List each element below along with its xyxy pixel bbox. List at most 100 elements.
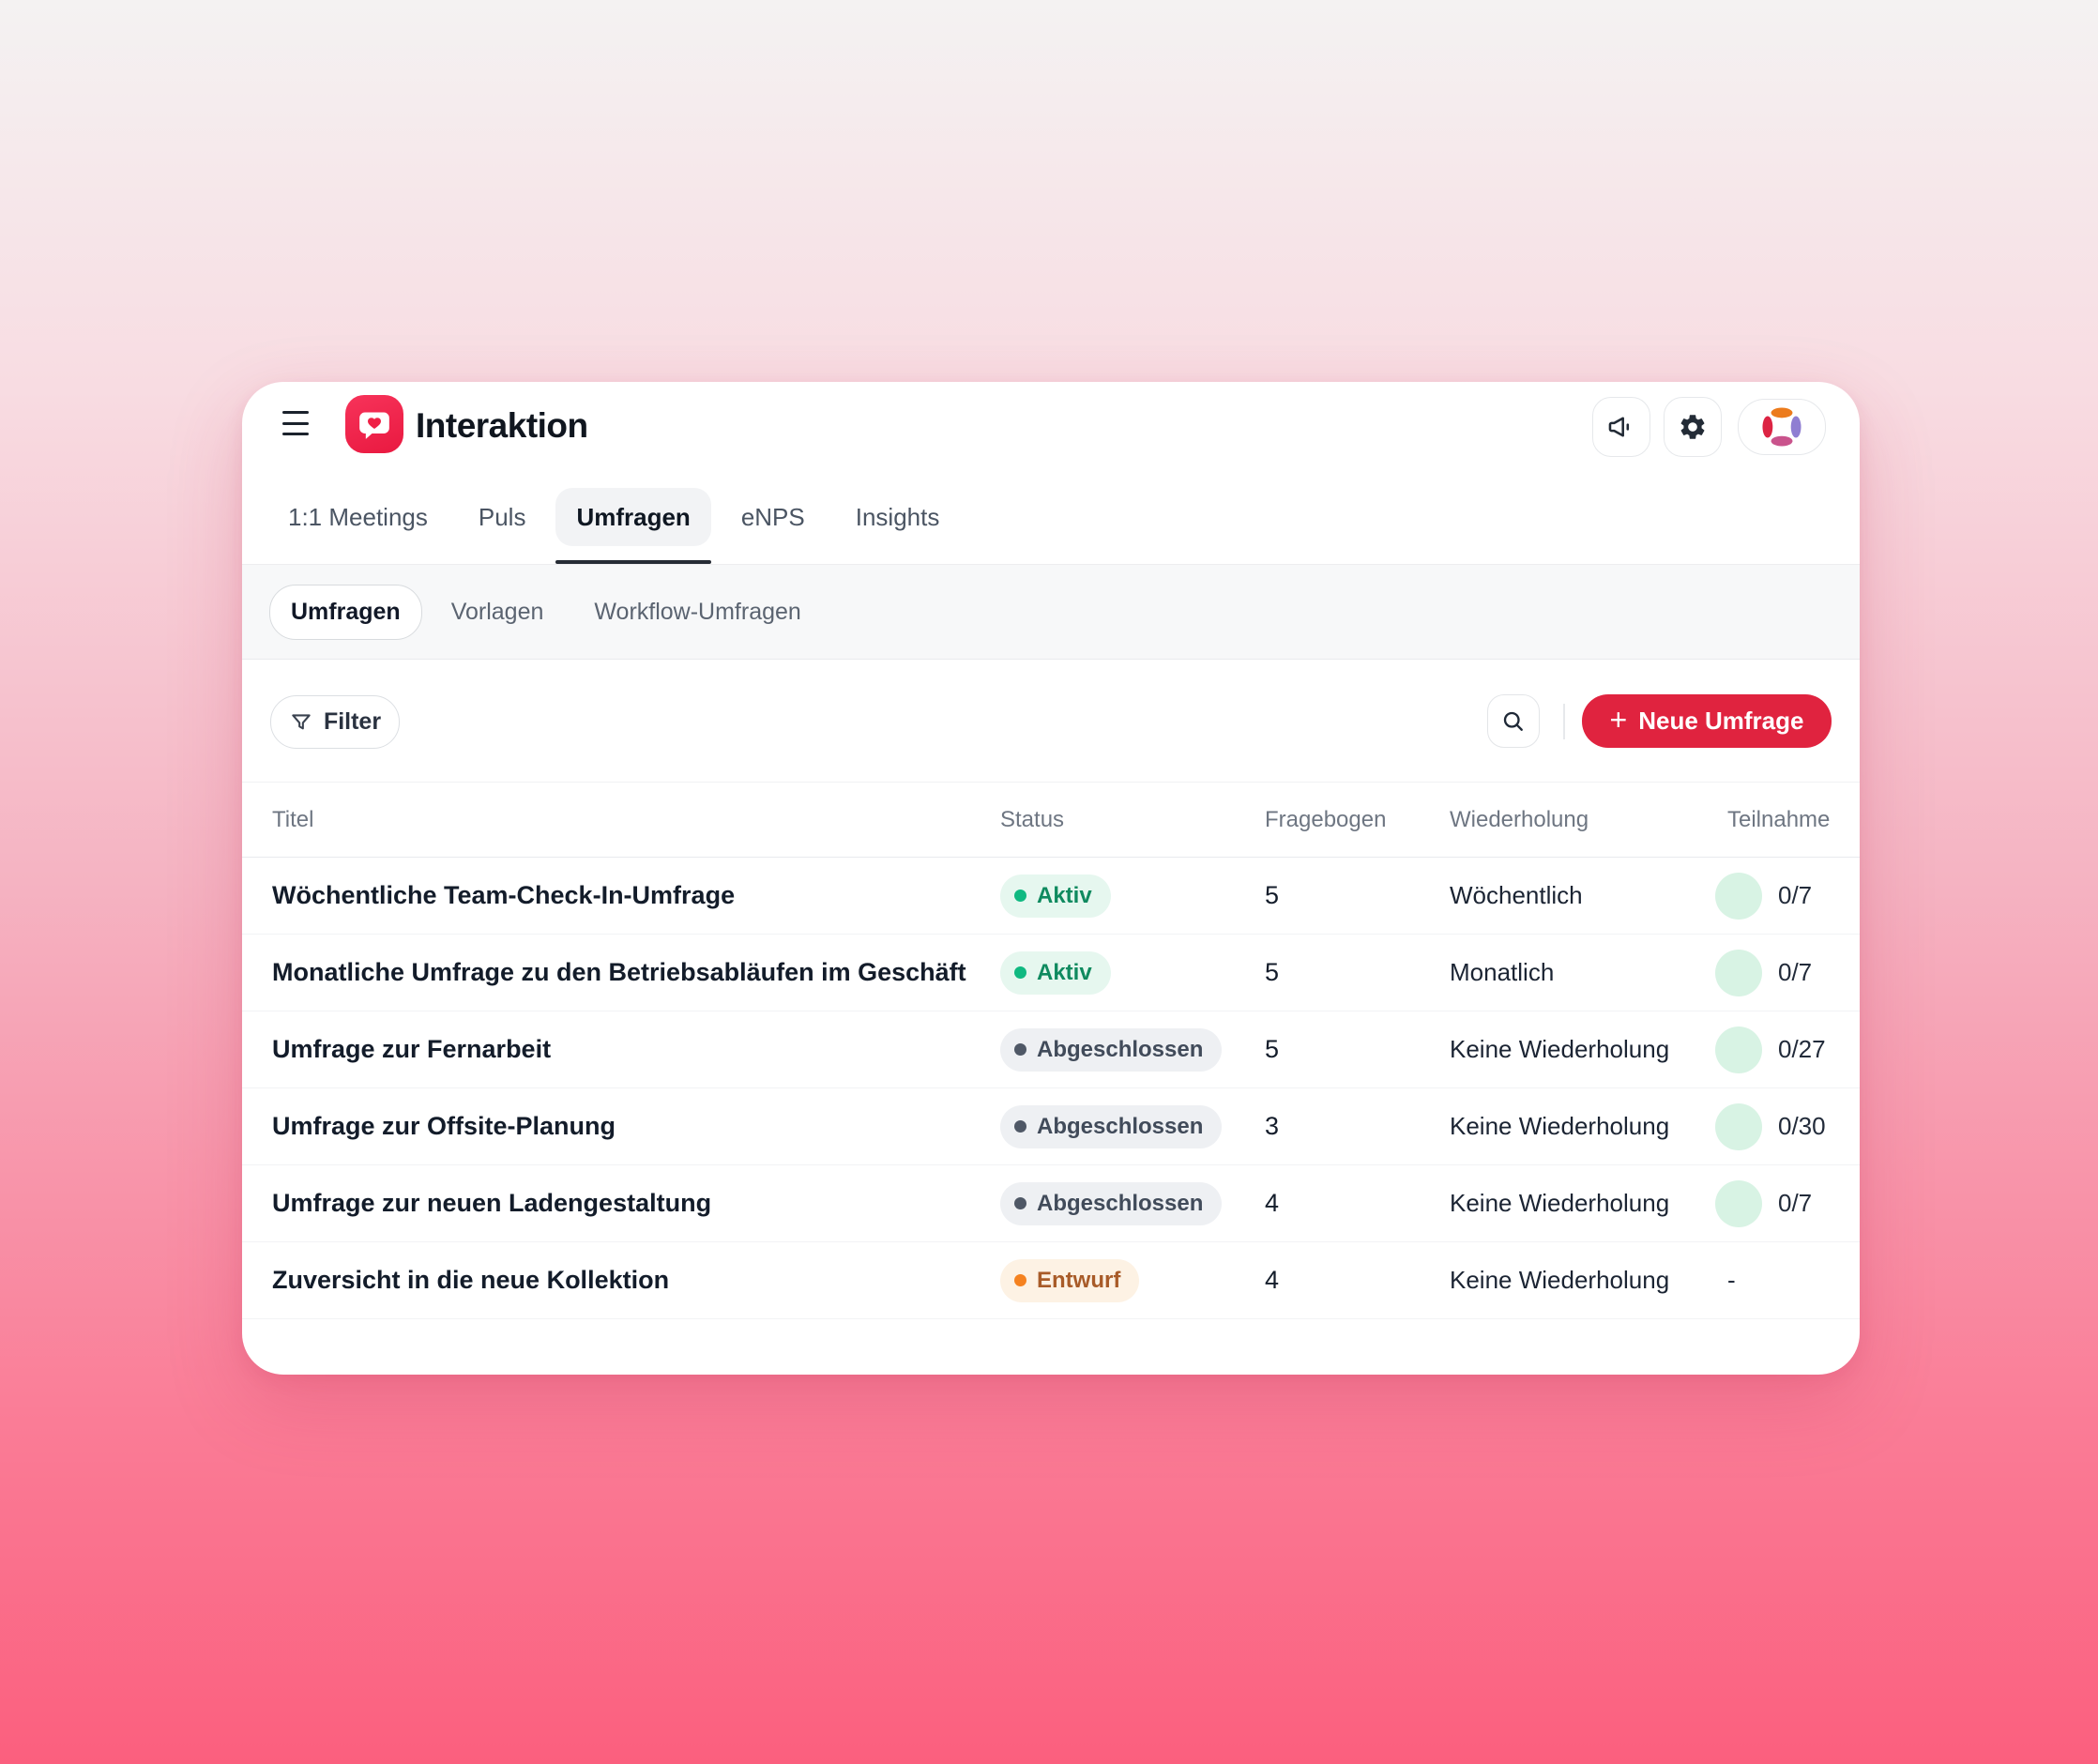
page-title: Interaktion [416, 406, 588, 445]
toolbar-divider [1563, 704, 1565, 739]
new-survey-button[interactable]: + Neue Umfrage [1582, 694, 1832, 748]
status-cell: Aktiv [1000, 950, 1265, 995]
megaphone-icon [1605, 411, 1637, 443]
column-header-fragebogen: Fragebogen [1265, 806, 1387, 832]
status-dot-icon [1014, 1120, 1026, 1133]
column-header-titel: Titel [272, 806, 314, 832]
participation-cell: 0/7 [1715, 1179, 1841, 1227]
participation-ring-icon [1715, 872, 1762, 920]
status-cell: Aktiv [1000, 874, 1265, 918]
surveys-table: Titel Status Fragebogen Wiederholung Teilnah… [242, 782, 1860, 1319]
new-survey-button-label: Neue Umfrage [1638, 707, 1804, 735]
column-header-wiederholung: Wiederholung [1450, 806, 1589, 832]
status-badge: Abgeschlossen [1000, 1181, 1223, 1225]
app-logo [345, 395, 403, 453]
status-badge: Abgeschlossen [1000, 1027, 1223, 1072]
tab-insights[interactable]: Insights [855, 502, 940, 531]
tab-enps[interactable]: eNPS [740, 502, 805, 531]
survey-row[interactable]: Zuversicht in die neue Kollektion Entwurf… [242, 1242, 1860, 1319]
hamburger-menu-icon[interactable] [282, 411, 309, 435]
column-header-status: Status [1000, 806, 1065, 832]
repetition-cell: Keine Wiederholung [1450, 1189, 1670, 1217]
participation-cell: 0/7 [1715, 949, 1841, 996]
repetition-cell: Monatlich [1450, 958, 1555, 986]
search-button[interactable] [1487, 694, 1540, 748]
survey-title: Umfrage zur Fernarbeit [272, 1035, 552, 1063]
participation-cell: 0/30 [1715, 1102, 1841, 1150]
survey-row[interactable]: Monatliche Umfrage zu den Betriebsabläuf… [242, 935, 1860, 1011]
survey-row[interactable]: Wöchentliche Team-Check-In-Umfrage Aktiv 5… [242, 858, 1860, 935]
funnel-icon [289, 710, 313, 735]
participation-value: 0/30 [1778, 1112, 1826, 1140]
questionnaire-count: 4 [1265, 1266, 1280, 1294]
status-cell: Abgeschlossen [1000, 1027, 1265, 1072]
participation-ring-icon [1715, 949, 1762, 996]
status-label: Aktiv [1037, 882, 1092, 908]
announcements-button[interactable] [1592, 397, 1650, 457]
questionnaire-count: 4 [1265, 1189, 1280, 1217]
table-body: Wöchentliche Team-Check-In-Umfrage Aktiv 5… [242, 858, 1860, 1319]
questionnaire-count: 5 [1265, 1035, 1280, 1063]
tab-puls[interactable]: Puls [478, 502, 526, 531]
repetition-cell: Keine Wiederholung [1450, 1035, 1670, 1063]
account-menu-button[interactable] [1738, 399, 1826, 455]
subtabs-band: Umfragen Vorlagen Workflow-Umfragen [242, 564, 1860, 660]
main-window: Interaktion 1:1 Meetings Puls Umfragen eN [242, 382, 1860, 1375]
tab-umfragen[interactable]: Umfragen [555, 488, 712, 564]
status-label: Abgeschlossen [1037, 1036, 1204, 1062]
repetition-cell: Wöchentlich [1450, 881, 1583, 909]
status-cell: Abgeschlossen [1000, 1104, 1265, 1148]
tab-1-1-meetings[interactable]: 1:1 Meetings [288, 502, 428, 531]
plus-icon: + [1609, 703, 1628, 737]
subtab-umfragen[interactable]: Umfragen [269, 584, 422, 640]
participation-value: 0/7 [1778, 881, 1813, 909]
status-dot-icon [1014, 966, 1026, 979]
survey-row[interactable]: Umfrage zur Offsite-Planung Abgeschlossen… [242, 1088, 1860, 1165]
status-badge: Abgeschlossen [1000, 1104, 1223, 1148]
participation-ring-icon [1715, 1179, 1762, 1227]
main-tabs: 1:1 Meetings Puls Umfragen eNPS Insights [288, 470, 939, 564]
survey-title: Monatliche Umfrage zu den Betriebsabläuf… [272, 958, 966, 986]
participation-value: 0/7 [1778, 1189, 1813, 1217]
status-badge: Aktiv [1000, 950, 1111, 995]
subtab-vorlagen[interactable]: Vorlagen [450, 598, 544, 625]
participation-cell: 0/7 [1715, 872, 1841, 920]
status-label: Entwurf [1037, 1267, 1121, 1293]
status-badge: Entwurf [1000, 1258, 1140, 1302]
subtab-workflow-umfragen[interactable]: Workflow-Umfragen [594, 598, 801, 625]
participation-ring-icon [1715, 1102, 1762, 1150]
survey-title: Umfrage zur Offsite-Planung [272, 1112, 616, 1140]
speech-bubble-heart-icon [356, 405, 393, 443]
status-dot-icon [1014, 890, 1026, 902]
filter-button[interactable]: Filter [270, 695, 400, 749]
status-label: Aktiv [1037, 959, 1092, 985]
avatar-aperture-logo [1758, 403, 1805, 450]
status-dot-icon [1014, 1043, 1026, 1056]
survey-row[interactable]: Umfrage zur neuen Ladengestaltung Abgesch… [242, 1165, 1860, 1242]
gear-icon [1678, 412, 1708, 442]
status-dot-icon [1014, 1197, 1026, 1209]
participation-value: 0/7 [1778, 958, 1813, 986]
status-badge: Aktiv [1000, 874, 1111, 918]
repetition-cell: Keine Wiederholung [1450, 1266, 1670, 1294]
participation-ring-icon [1715, 1026, 1762, 1073]
repetition-cell: Keine Wiederholung [1450, 1112, 1670, 1140]
table-header-row: Titel Status Fragebogen Wiederholung Teilnah… [242, 782, 1860, 858]
questionnaire-count: 5 [1265, 881, 1280, 909]
survey-row[interactable]: Umfrage zur Fernarbeit Abgeschlossen 5 Kein… [242, 1011, 1860, 1088]
status-dot-icon [1014, 1274, 1026, 1286]
participation-empty: - [1727, 1266, 1736, 1294]
participation-cell: 0/27 [1715, 1026, 1841, 1073]
survey-title: Umfrage zur neuen Ladengestaltung [272, 1189, 712, 1217]
questionnaire-count: 5 [1265, 958, 1280, 986]
column-header-teilnahme: Teilnahme [1727, 806, 1831, 832]
participation-value: 0/27 [1778, 1035, 1826, 1063]
status-cell: Entwurf [1000, 1258, 1265, 1302]
status-label: Abgeschlossen [1037, 1190, 1204, 1216]
magnifier-icon [1500, 708, 1527, 735]
filter-button-label: Filter [323, 708, 382, 735]
status-cell: Abgeschlossen [1000, 1181, 1265, 1225]
survey-title: Zuversicht in die neue Kollektion [272, 1266, 670, 1294]
status-label: Abgeschlossen [1037, 1113, 1204, 1139]
settings-button[interactable] [1664, 397, 1722, 457]
